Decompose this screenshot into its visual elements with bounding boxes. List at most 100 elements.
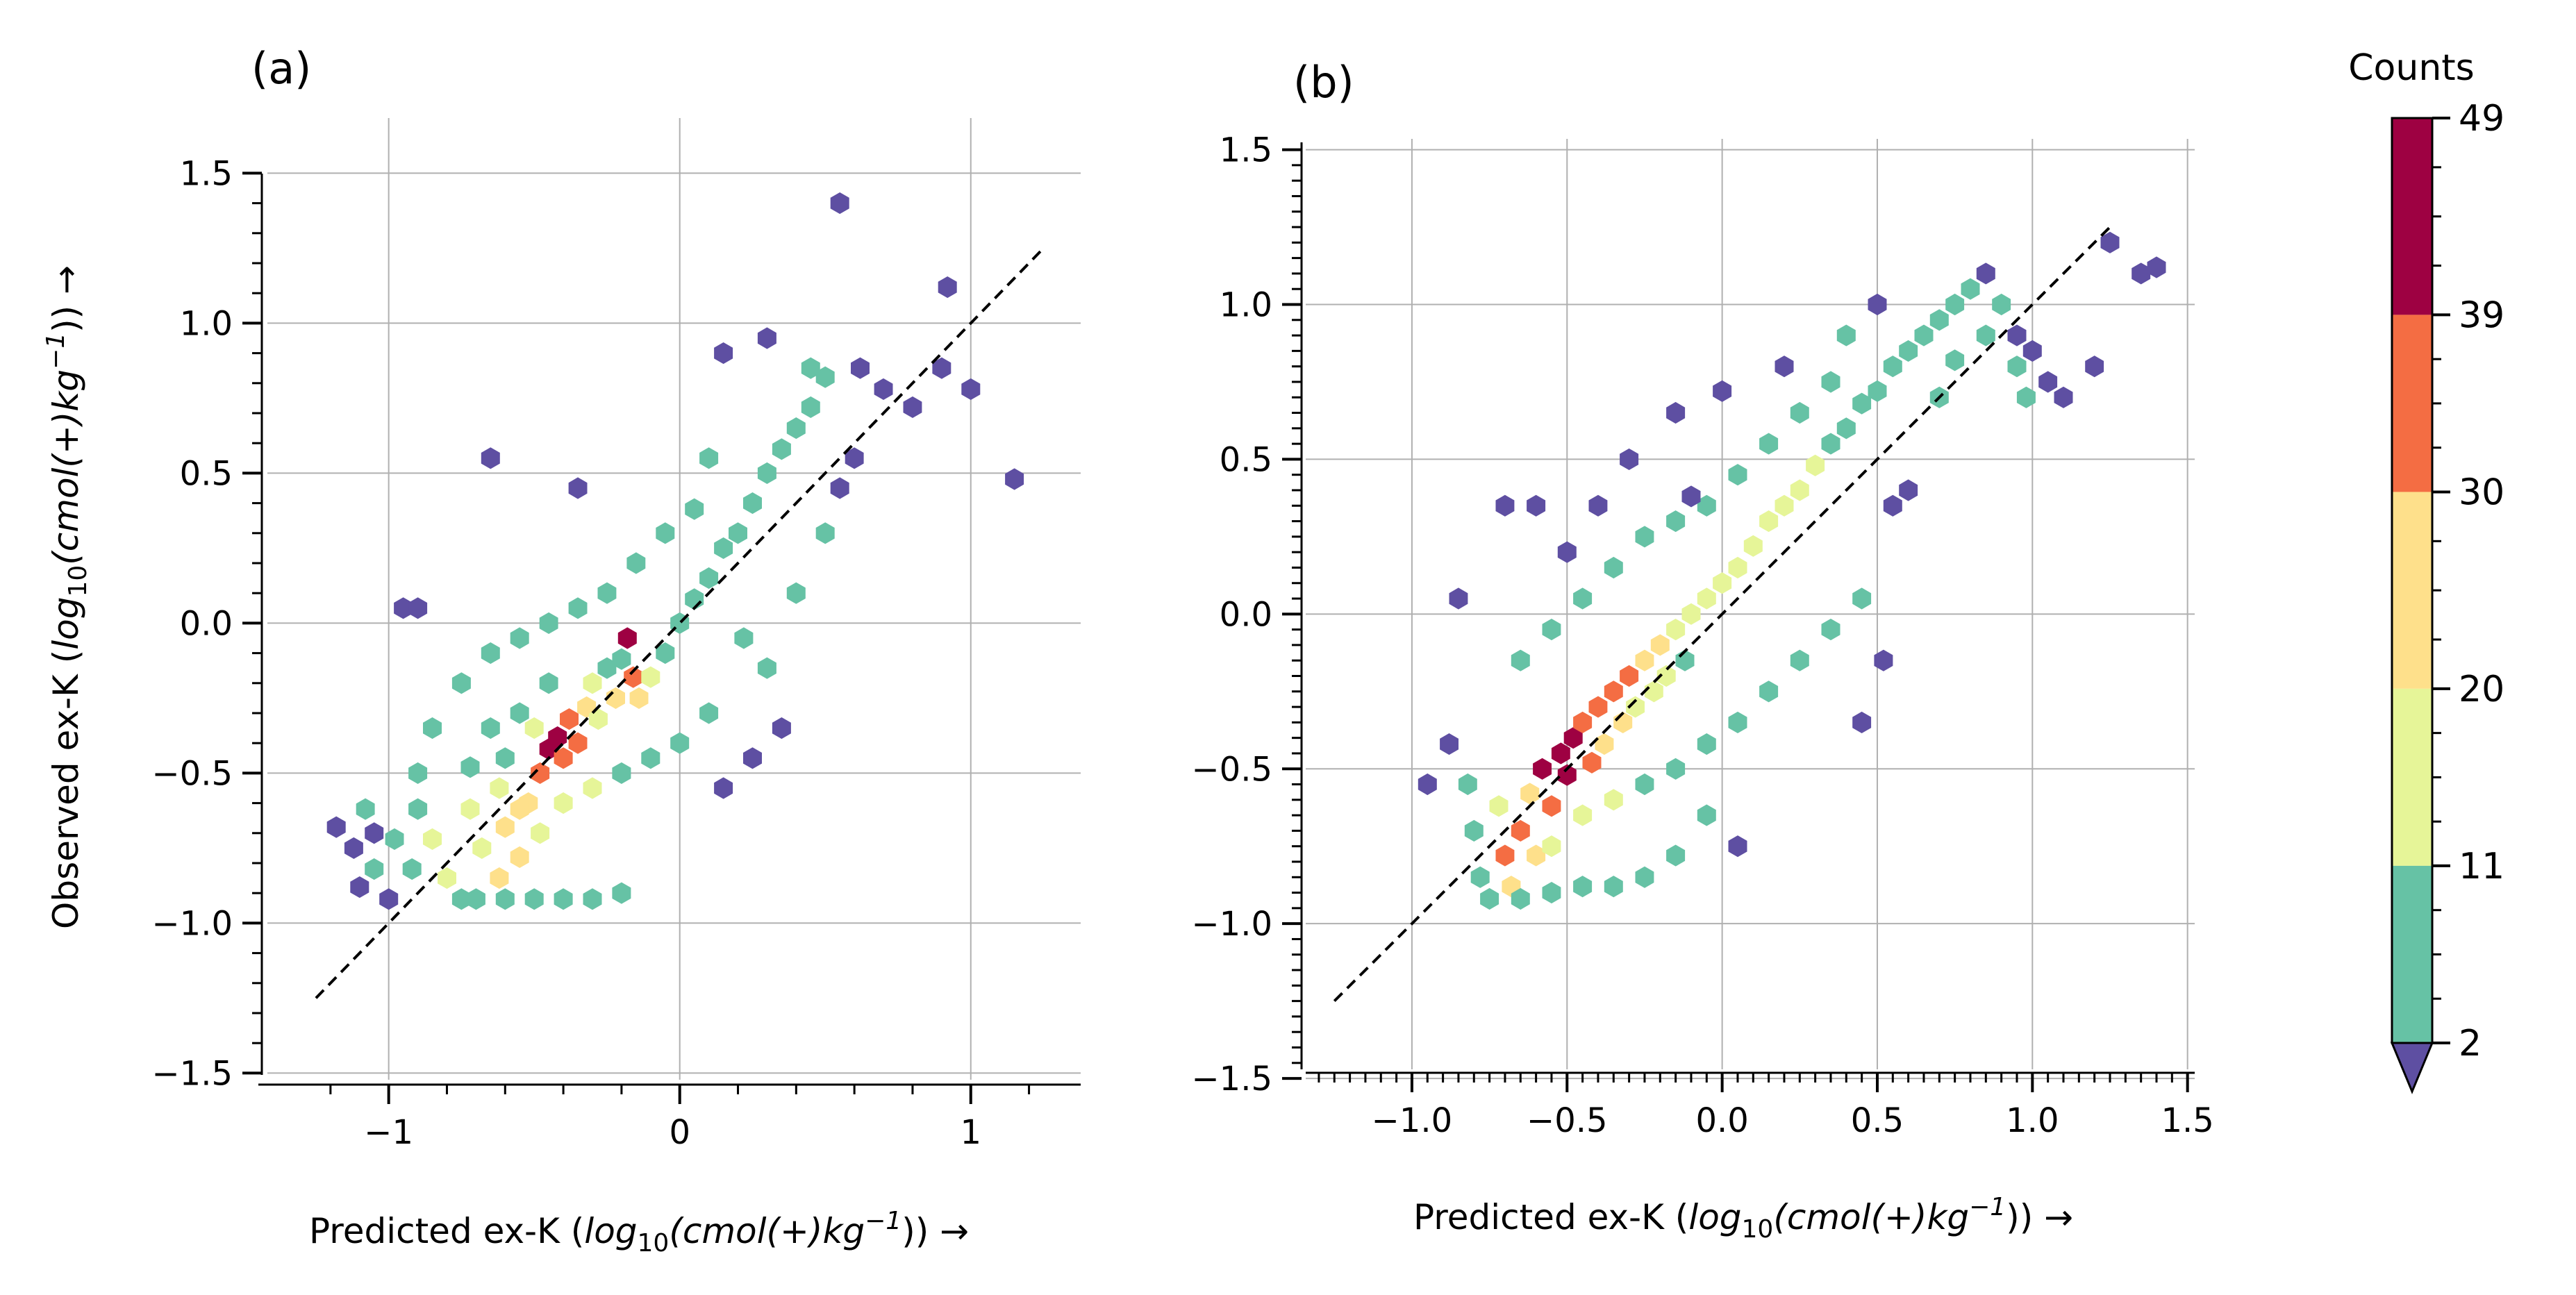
x-tick-label: 0.0 xyxy=(1695,1101,1748,1140)
hexbin-cell xyxy=(1790,401,1809,424)
panel-b-identity-line xyxy=(1333,226,2111,1003)
hexbin-cell xyxy=(851,357,870,379)
hexbin-cell xyxy=(510,846,529,868)
hexbin-cell xyxy=(1759,510,1779,533)
colorbar-bands xyxy=(2392,118,2432,1043)
hexbin-cell xyxy=(1620,448,1639,470)
hexbin-cell xyxy=(1883,494,1902,517)
hexbin-cell xyxy=(1635,773,1654,796)
y-tick-label: −1.5 xyxy=(151,1054,233,1093)
panel-a-x-ticks: −1 0 1 xyxy=(329,1085,1031,1152)
colorbar-band xyxy=(2392,865,2432,1043)
hexbin-cell xyxy=(1976,262,1995,285)
hexbin-cell xyxy=(1588,494,1608,517)
colorbar-tick-label: 30 xyxy=(2459,471,2504,513)
y-tick-label: 1.5 xyxy=(180,154,233,193)
x-tick-label: 0 xyxy=(669,1113,690,1152)
colorbar: Counts 49 39 30 20 11 2 xyxy=(2348,47,2504,1094)
colorbar-frame xyxy=(2391,117,2434,1044)
hexbin-cell xyxy=(1868,380,1887,402)
hexbin-cell xyxy=(734,627,754,649)
hexbin-cell xyxy=(1470,866,1490,888)
hexbin-cell xyxy=(1542,619,1561,641)
hexbin-cell xyxy=(510,798,529,820)
hexbin-cell xyxy=(1821,619,1840,641)
hexbin-cell xyxy=(1613,711,1633,733)
hexbin-cell xyxy=(1883,356,1902,378)
hexbin-cell xyxy=(1790,649,1809,671)
y-tick-label: −1.5 xyxy=(1191,1060,1272,1098)
hexbin-cell xyxy=(1666,844,1686,867)
hexbin-cell xyxy=(1914,324,1934,346)
hexbin-cell xyxy=(1542,882,1561,904)
hexbin-cell xyxy=(772,717,791,740)
hexbin-cell xyxy=(1458,773,1477,796)
hexbin-cell xyxy=(1656,665,1676,687)
hexbin-cell xyxy=(2016,386,2036,408)
hexbin-cell xyxy=(1713,572,1732,594)
hexbin-cell xyxy=(629,687,649,709)
hexbin-cell xyxy=(365,822,384,844)
hexbin-cell xyxy=(699,567,719,590)
hexbin-cell xyxy=(554,747,573,769)
hexbin-cell xyxy=(1573,711,1593,733)
x-tick-label: −1.0 xyxy=(1372,1101,1453,1140)
hexbin-cell xyxy=(1759,680,1779,703)
colorbar-title: Counts xyxy=(2348,47,2475,89)
hexbin-cell xyxy=(531,822,550,844)
hexbin-cell xyxy=(583,777,602,799)
hexbin-cell xyxy=(1520,783,1540,805)
y-tick-label: 0.5 xyxy=(1220,440,1272,479)
hexbin-cell xyxy=(1604,789,1623,811)
hexbin-cell xyxy=(510,627,529,649)
hexbin-cell xyxy=(714,342,733,365)
colorbar-band xyxy=(2392,688,2432,866)
hexbin-cell xyxy=(539,672,558,694)
hexbin-cell xyxy=(612,882,631,904)
colorbar-under-triangle xyxy=(2390,1042,2434,1094)
hexbin-cell xyxy=(685,498,704,520)
hexbin-cell xyxy=(1775,494,1794,517)
hexbin-cell xyxy=(1626,696,1645,718)
hexbin-cell xyxy=(1666,510,1686,533)
hexbin-cell xyxy=(1527,494,1546,517)
hexbin-cell xyxy=(1775,356,1794,378)
hexbin-cell xyxy=(554,888,573,910)
hexbin-cell xyxy=(1495,494,1515,517)
hexbin-cell xyxy=(670,732,690,754)
hexbin-cell xyxy=(531,762,550,784)
hexbin-cell xyxy=(1533,758,1552,780)
hexbin-cell xyxy=(402,858,422,880)
hexbin-cell xyxy=(568,477,588,499)
hexbin-cell xyxy=(1511,819,1530,842)
hexbin-cell xyxy=(641,747,660,769)
hexbin-cell xyxy=(1511,887,1530,910)
hexbin-cell xyxy=(2022,340,2042,362)
hexbin-cell xyxy=(1620,665,1639,687)
panel-b-x-axis-label: Predicted ex-K (log10(cmol(+)kg−1)) → xyxy=(1413,1193,2073,1244)
hexbin-cell xyxy=(961,378,981,400)
hexbin-cell xyxy=(1440,733,1459,755)
hexbin-cell xyxy=(1697,733,1716,755)
hexbin-cell xyxy=(560,708,579,730)
hexbin-cell xyxy=(1945,293,1965,316)
hexbin-cell xyxy=(1635,866,1654,888)
hexbin-cell xyxy=(757,462,776,484)
hexbin-cell xyxy=(1852,711,1872,733)
hexbin-cell xyxy=(1899,340,1918,362)
hexbin-cell xyxy=(1945,349,1965,371)
hexbin-cell xyxy=(1573,587,1593,610)
hexbin-cell xyxy=(1557,764,1577,786)
colorbar-tick-label: 39 xyxy=(2459,294,2504,336)
hexbin-cell xyxy=(606,687,625,709)
colorbar-band xyxy=(2392,315,2432,492)
hexbin-cell xyxy=(903,396,922,418)
colorbar-ticks: 49 39 30 20 11 2 xyxy=(2432,98,2504,1064)
hexbin-cell xyxy=(495,888,515,910)
hexbin-cell xyxy=(1681,485,1701,508)
hexbin-cell xyxy=(379,888,399,910)
hexbin-cell xyxy=(1728,464,1747,486)
hexbin-cell xyxy=(583,888,602,910)
panel-a-label: (a) xyxy=(251,43,311,94)
y-tick-label: 0.0 xyxy=(180,604,233,643)
